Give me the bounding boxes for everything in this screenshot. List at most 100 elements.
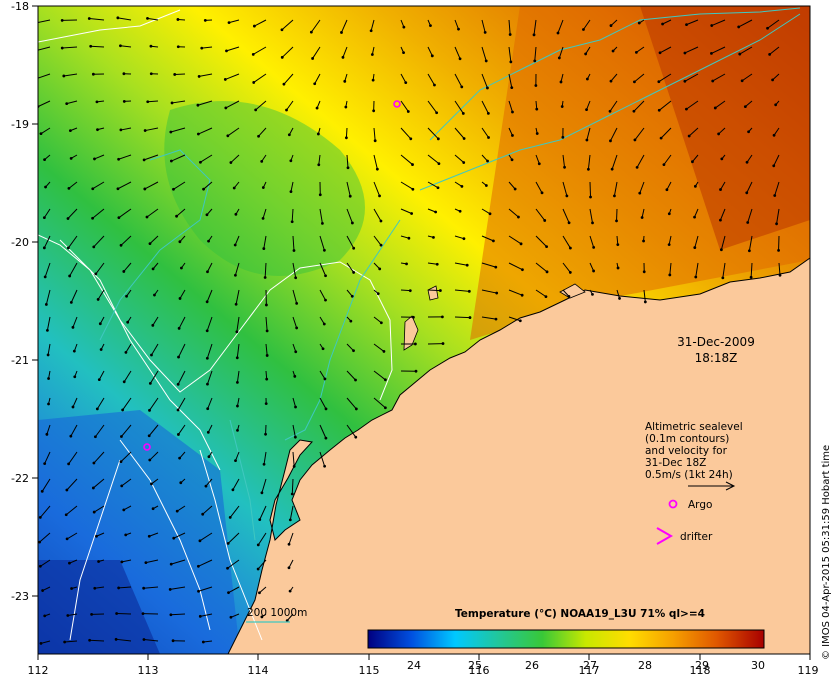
velocity-arrow-head — [586, 167, 590, 171]
velocity-arrow — [662, 19, 672, 25]
velocity-arrow-head — [642, 270, 646, 274]
velocity-arrow-head — [226, 134, 230, 138]
velocity-arrow-head — [324, 436, 328, 440]
x-tick-label: 112 — [28, 664, 49, 677]
velocity-arrow-head — [375, 167, 379, 171]
velocity-arrow-head — [169, 130, 173, 134]
velocity-arrow-head — [379, 243, 383, 247]
velocity-arrow-head — [170, 101, 174, 105]
velocity-arrow-head — [535, 132, 539, 135]
velocity-arrow-head — [378, 194, 381, 198]
velocity-arrow-head — [354, 378, 357, 382]
velocity-arrow — [508, 262, 523, 271]
velocity-arrow-head — [745, 160, 749, 164]
velocity-arrow — [319, 235, 325, 251]
velocity-arrow — [319, 397, 327, 410]
velocity-arrow — [264, 262, 267, 278]
velocity-arrow — [346, 154, 349, 168]
velocity-arrow — [120, 451, 132, 462]
velocity-arrow — [346, 397, 357, 410]
velocity-arrow — [45, 289, 51, 305]
velocity-arrow-head — [148, 242, 152, 246]
velocity-arrow-head — [486, 111, 490, 115]
velocity-arrow-head — [341, 55, 345, 59]
velocity-arrow-head — [746, 221, 750, 224]
velocity-arrow-head — [225, 49, 228, 53]
velocity-arrow — [90, 45, 105, 48]
velocity-arrow — [283, 73, 294, 85]
velocity-arrow-head — [370, 53, 374, 56]
velocity-arrow — [772, 73, 780, 81]
velocity-arrow-head — [317, 163, 321, 167]
velocity-arrow — [200, 154, 213, 163]
colorbar-scale — [367, 629, 765, 649]
velocity-arrow-head — [457, 27, 460, 31]
velocity-arrow-head — [117, 216, 121, 220]
velocity-arrow-head — [438, 289, 442, 292]
velocity-arrow — [255, 100, 267, 111]
velocity-arrow — [481, 127, 489, 138]
velocity-arrow — [616, 235, 619, 245]
velocity-arrow — [93, 478, 105, 489]
velocity-arrow-head — [487, 136, 490, 139]
velocity-arrow — [94, 424, 105, 438]
velocity-arrow-head — [618, 297, 621, 300]
velocity-arrow — [454, 127, 465, 139]
velocity-arrow — [291, 478, 294, 495]
velocity-arrow-head — [148, 458, 152, 462]
velocity-arrow — [228, 586, 240, 594]
velocity-arrow — [46, 424, 51, 435]
velocity-arrow-head — [683, 51, 687, 55]
velocity-arrow — [535, 235, 547, 247]
velocity-arrow — [508, 46, 512, 62]
velocity-arrow-head — [67, 186, 71, 190]
velocity-arrow — [346, 262, 355, 273]
velocity-arrow — [40, 640, 51, 644]
velocity-arrow-head — [201, 640, 205, 644]
island — [427, 285, 439, 301]
velocity-arrow-head — [373, 139, 377, 143]
velocity-arrow — [152, 316, 159, 326]
velocity-arrow-head — [65, 102, 69, 106]
velocity-arrow-head — [43, 275, 47, 279]
velocity-arrow — [67, 613, 78, 616]
velocity-arrow — [198, 127, 213, 135]
velocity-arrow-head — [149, 44, 153, 48]
velocity-arrow-head — [518, 319, 522, 323]
velocity-arrow-head — [315, 106, 319, 110]
velocity-arrow-head — [435, 262, 439, 266]
velocity-arrow-head — [324, 298, 327, 302]
velocity-arrow-head — [772, 164, 776, 168]
velocity-arrow-head — [462, 161, 466, 164]
velocity-arrow — [557, 19, 564, 34]
velocity-vectors — [38, 16, 782, 645]
velocity-arrow-head — [693, 184, 697, 188]
velocity-arrow-head — [178, 240, 182, 244]
velocity-arrow-head — [532, 33, 536, 37]
velocity-arrow-head — [260, 159, 264, 163]
velocity-arrow — [346, 235, 355, 249]
velocity-arrow — [206, 316, 213, 331]
velocity-arrow-head — [264, 402, 268, 406]
velocity-arrow — [342, 46, 348, 58]
velocity-arrow-head — [89, 44, 93, 48]
velocity-arrow — [694, 208, 699, 218]
velocity-arrow-head — [559, 80, 563, 84]
plot-frame — [37, 5, 811, 655]
velocity-arrow-head — [231, 488, 235, 492]
velocity-arrow — [123, 370, 132, 383]
velocity-arrow — [143, 586, 159, 589]
velocity-arrow-head — [434, 210, 438, 214]
velocity-arrow-head — [462, 137, 466, 140]
velocity-arrow-head — [98, 322, 102, 326]
velocity-arrow-head — [287, 133, 291, 137]
velocity-arrow-head — [176, 382, 180, 386]
velocity-arrow-head — [91, 72, 95, 76]
velocity-arrow-head — [432, 235, 435, 239]
velocity-arrow — [746, 154, 753, 163]
velocity-arrow-head — [228, 515, 232, 519]
velocity-arrow — [116, 638, 132, 642]
velocity-arrow-head — [520, 293, 524, 297]
velocity-arrow — [319, 289, 326, 301]
velocity-arrow-head — [766, 26, 769, 30]
